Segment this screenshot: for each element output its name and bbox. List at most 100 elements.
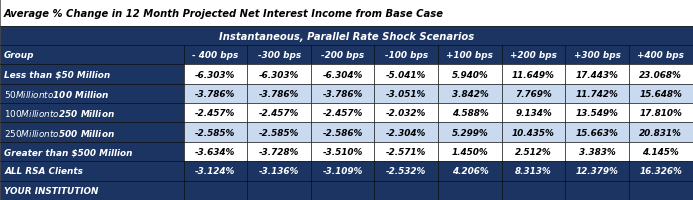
Text: -5.041%: -5.041% (386, 70, 426, 79)
Text: - 400 bps: - 400 bps (193, 51, 238, 60)
Bar (247, 123, 311, 142)
Text: 15.663%: 15.663% (576, 128, 619, 137)
Bar (438, 181, 502, 200)
Bar (438, 65, 502, 84)
Text: -2.571%: -2.571% (386, 147, 426, 156)
Bar (629, 104, 692, 123)
Bar (629, 46, 692, 65)
Bar (311, 46, 374, 65)
Bar (502, 46, 565, 65)
Text: 1.450%: 1.450% (452, 147, 489, 156)
Bar (0, 84, 184, 104)
Bar (311, 142, 374, 161)
Text: -2.585%: -2.585% (195, 128, 236, 137)
Bar (247, 181, 311, 200)
Text: -3.124%: -3.124% (195, 167, 236, 176)
Text: 17.443%: 17.443% (576, 70, 619, 79)
Bar (565, 142, 629, 161)
Text: -3.510%: -3.510% (322, 147, 363, 156)
Text: -200 bps: -200 bps (321, 51, 365, 60)
Text: -6.304%: -6.304% (322, 70, 363, 79)
Text: +400 bps: +400 bps (638, 51, 684, 60)
Text: 12.379%: 12.379% (576, 167, 619, 176)
Text: 20.831%: 20.831% (640, 128, 682, 137)
Bar (311, 181, 374, 200)
Text: Average % Change in 12 Month Projected Net Interest Income from Base Case: Average % Change in 12 Month Projected N… (3, 9, 444, 18)
Text: 2.512%: 2.512% (515, 147, 552, 156)
Bar (438, 161, 502, 181)
Bar (184, 161, 247, 181)
Bar (0, 46, 184, 65)
Bar (438, 142, 502, 161)
Text: 7.769%: 7.769% (515, 89, 552, 98)
Bar (374, 123, 438, 142)
Bar (629, 142, 692, 161)
Text: 11.742%: 11.742% (576, 89, 619, 98)
Text: 4.145%: 4.145% (642, 147, 679, 156)
Bar (502, 142, 565, 161)
Text: Instantaneous, Parallel Rate Shock Scenarios: Instantaneous, Parallel Rate Shock Scena… (219, 32, 474, 41)
Bar (374, 84, 438, 104)
Bar (565, 65, 629, 84)
Text: -6.303%: -6.303% (195, 70, 236, 79)
Text: -3.051%: -3.051% (386, 89, 426, 98)
Bar (184, 142, 247, 161)
Bar (374, 161, 438, 181)
Bar (184, 84, 247, 104)
Text: ALL RSA Clients: ALL RSA Clients (4, 167, 83, 176)
Bar (438, 104, 502, 123)
Text: $100 Million to $250 Million: $100 Million to $250 Million (4, 108, 115, 119)
Text: $250 Million to $500 Million: $250 Million to $500 Million (4, 127, 115, 138)
Bar (438, 84, 502, 104)
Bar (311, 65, 374, 84)
Bar (629, 161, 692, 181)
Text: +200 bps: +200 bps (510, 51, 557, 60)
Text: 9.134%: 9.134% (515, 109, 552, 118)
Bar (565, 84, 629, 104)
Bar (374, 65, 438, 84)
Bar (311, 104, 374, 123)
Bar (184, 181, 247, 200)
Text: -3.109%: -3.109% (322, 167, 363, 176)
Bar (247, 142, 311, 161)
Bar (247, 65, 311, 84)
Bar (374, 142, 438, 161)
Text: -2.032%: -2.032% (386, 109, 426, 118)
Text: -2.585%: -2.585% (259, 128, 299, 137)
Text: 5.940%: 5.940% (452, 70, 489, 79)
Bar (247, 84, 311, 104)
Bar (374, 181, 438, 200)
Text: 15.648%: 15.648% (640, 89, 682, 98)
Text: -2.457%: -2.457% (195, 109, 236, 118)
Bar (0, 161, 184, 181)
Bar (629, 123, 692, 142)
Bar (247, 46, 311, 65)
Text: Less than $50 Million: Less than $50 Million (4, 70, 110, 79)
Bar (565, 123, 629, 142)
Bar (438, 46, 502, 65)
Bar (0, 65, 184, 84)
Text: Group: Group (4, 51, 35, 60)
Text: +100 bps: +100 bps (446, 51, 493, 60)
Text: -3.786%: -3.786% (322, 89, 363, 98)
Text: -6.303%: -6.303% (259, 70, 299, 79)
Text: 8.313%: 8.313% (515, 167, 552, 176)
Bar (502, 161, 565, 181)
Bar (0, 123, 184, 142)
Bar (374, 46, 438, 65)
Text: -100 bps: -100 bps (385, 51, 428, 60)
Text: 13.549%: 13.549% (576, 109, 619, 118)
Bar (438, 123, 502, 142)
Text: 23.068%: 23.068% (640, 70, 682, 79)
Bar (629, 84, 692, 104)
Bar (0, 0, 693, 27)
Bar (247, 104, 311, 123)
Bar (0, 181, 184, 200)
Text: -2.457%: -2.457% (259, 109, 299, 118)
Text: 3.383%: 3.383% (579, 147, 615, 156)
Bar (565, 161, 629, 181)
Bar (0, 142, 184, 161)
Bar (247, 161, 311, 181)
Text: 4.588%: 4.588% (452, 109, 489, 118)
Bar (502, 104, 565, 123)
